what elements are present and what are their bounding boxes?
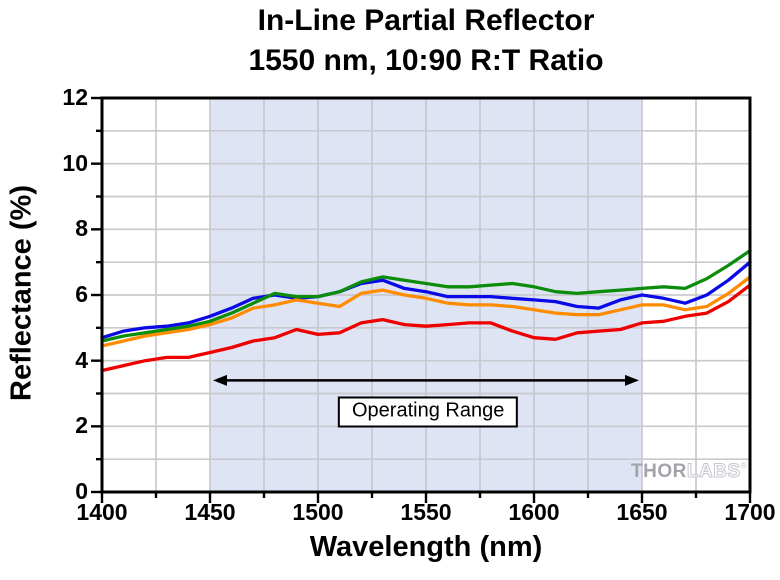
thorlabs-watermark: THORLABS® — [631, 461, 747, 483]
x-tick-label: 1550 — [400, 499, 452, 525]
x-tick-label: 1400 — [76, 499, 128, 525]
y-tick-label: 10 — [62, 149, 88, 176]
watermark-thor-text: THOR — [631, 461, 687, 482]
arrow-head-left-icon — [213, 374, 227, 386]
chart-title: In-Line Partial Reflector — [257, 4, 595, 37]
operating-range-label: Operating Range — [337, 396, 519, 428]
registered-trademark-icon: ® — [740, 461, 747, 470]
x-tick-label: 1500 — [292, 499, 344, 525]
watermark-labs-text: LABS — [686, 461, 741, 483]
y-tick-label: 6 — [75, 281, 88, 307]
trace-orange — [100, 275, 752, 348]
trace-green — [100, 249, 752, 343]
x-tick-label: 1450 — [184, 499, 236, 525]
x-axis-label: Wavelength (nm) — [309, 531, 543, 563]
chart-subtitle: 1550 nm, 10:90 R:T Ratio — [248, 44, 604, 77]
operating-range-label-text: Operating Range — [351, 399, 505, 422]
y-tick-label: 2 — [75, 412, 88, 439]
trace-red — [100, 283, 752, 373]
x-tick-label: 1600 — [508, 499, 560, 525]
arrow-head-right-icon — [625, 374, 639, 386]
y-tick-label: 8 — [75, 215, 88, 242]
trace-blue — [100, 260, 752, 340]
x-tick-label: 1650 — [616, 499, 668, 525]
y-tick-label: 4 — [75, 346, 88, 373]
y-tick-label: 12 — [62, 84, 88, 110]
x-tick-label: 1700 — [724, 499, 776, 525]
y-axis-label: Reflectance (%) — [5, 185, 38, 401]
plot-frame — [100, 96, 752, 494]
y-tick-label: 0 — [75, 478, 88, 504]
